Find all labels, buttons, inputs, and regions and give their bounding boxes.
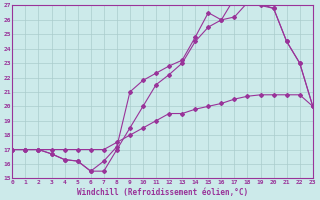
X-axis label: Windchill (Refroidissement éolien,°C): Windchill (Refroidissement éolien,°C) [77, 188, 248, 197]
